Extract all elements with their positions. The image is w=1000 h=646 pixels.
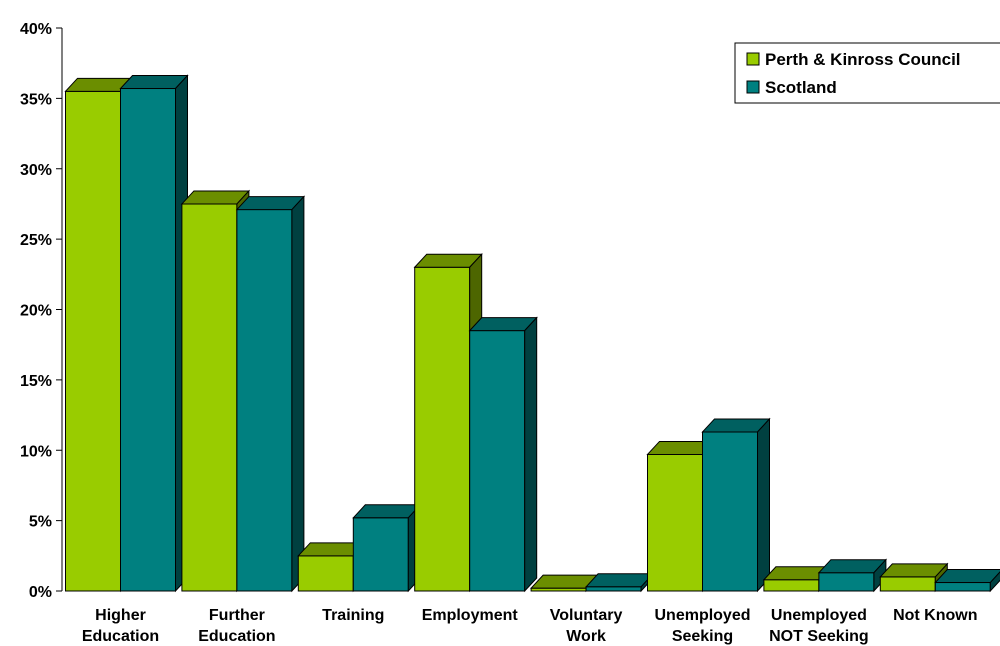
x-tick-label: Education [82, 628, 159, 645]
y-tick-label: 35% [20, 91, 52, 108]
bar-front [297, 555, 354, 592]
x-tick-label: NOT Seeking [769, 628, 869, 645]
x-tick-label: Voluntary [550, 607, 623, 624]
x-tick-label: Work [566, 628, 606, 645]
legend-label: Perth & Kinross Council [765, 50, 961, 69]
bar-side [291, 195, 305, 593]
bar-front [879, 576, 936, 592]
bar-front [120, 88, 176, 592]
bar-front [647, 453, 703, 592]
y-tick-label: 5% [29, 514, 52, 531]
bar-side [757, 417, 770, 593]
x-tick-label: Education [198, 628, 275, 645]
y-tick-label: 25% [20, 232, 52, 249]
x-tick-label: Not Known [893, 607, 977, 624]
y-tick-label: 30% [20, 162, 52, 179]
bar [934, 569, 1000, 593]
bar-front [414, 266, 471, 592]
y-tick-label: 20% [20, 303, 52, 320]
bar-front [763, 579, 820, 592]
chart-bars [64, 74, 1000, 593]
y-tick-label: 10% [20, 443, 52, 460]
bar [817, 558, 888, 593]
x-tick-label: Further [209, 607, 265, 624]
y-tick-label: 40% [20, 21, 52, 38]
bar [584, 572, 655, 593]
bar-front [818, 572, 875, 592]
bar [352, 503, 422, 593]
legend-label: Scotland [765, 78, 837, 97]
chart-axes: 0% 5% 10% 15% 20% 25% 30% 35% 40% [20, 21, 63, 601]
x-tick-label: Higher [95, 607, 146, 624]
bar-front [585, 586, 642, 592]
x-tick-label: Training [322, 607, 384, 624]
y-tick-label: 15% [20, 373, 52, 390]
bar-front [352, 517, 409, 592]
x-tick-label: Employment [422, 607, 519, 624]
bar [701, 417, 771, 593]
x-axis-labels: Higher Education Further Education Training E… [82, 607, 978, 645]
x-tick-label: Unemployed [771, 607, 867, 624]
bar-front [934, 582, 991, 592]
bar-front [469, 330, 526, 592]
legend-box [734, 42, 1000, 104]
y-tick-label: 0% [29, 584, 52, 601]
bar-front [181, 203, 238, 592]
x-tick-label: Unemployed [654, 607, 750, 624]
legend-swatch [746, 52, 760, 66]
bar-side [524, 316, 538, 593]
bar [879, 562, 949, 593]
bar [235, 195, 306, 593]
bar-front [65, 90, 121, 592]
x-tick-label: Seeking [672, 628, 733, 645]
bar [119, 74, 189, 593]
bar-front [236, 209, 293, 592]
bar [468, 316, 538, 593]
legend-swatch [746, 80, 760, 94]
chart-legend: Perth & Kinross Council Scotland [734, 42, 1000, 104]
bar-side [989, 571, 1000, 593]
bar-front [702, 431, 758, 592]
bar-top [934, 569, 1000, 584]
